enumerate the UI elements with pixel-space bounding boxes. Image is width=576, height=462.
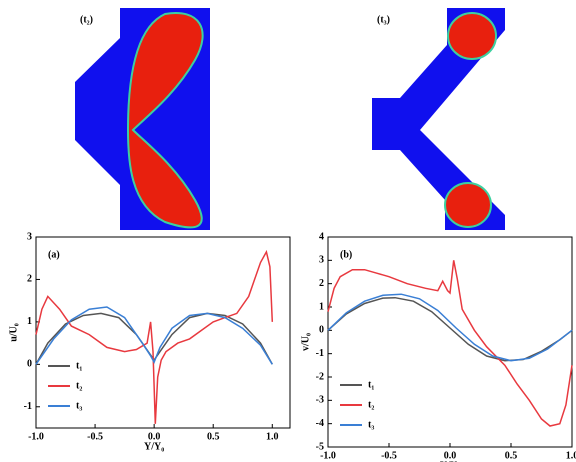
y-tick-label: 4 (319, 231, 324, 242)
legend-label: t₁ (368, 379, 374, 390)
data-line (327, 293, 573, 362)
y-tick-label: -1 (24, 401, 32, 412)
data-line (35, 306, 273, 365)
x-tick-label: -1.0 (28, 431, 44, 442)
droplet (447, 12, 497, 60)
y-axis-label: v/U₀ (300, 333, 311, 351)
y-tick-label: 3 (319, 255, 324, 266)
x-tick-label: -0.5 (381, 450, 397, 461)
y-tick-label: 2 (319, 278, 324, 289)
panel-label: (a) (48, 249, 60, 260)
x-tick-label: -0.5 (87, 431, 103, 442)
y-tick-label: 2 (27, 274, 32, 285)
simulation-t3: (t₃) (372, 8, 505, 230)
x-tick-label: 0.0 (148, 431, 161, 442)
y-tick-label: -1 (316, 348, 324, 359)
data-line (327, 296, 573, 362)
y-tick-label: -4 (316, 418, 324, 429)
x-axis-label: Y/Y₀ (440, 460, 460, 462)
y-tick-label: 3 (27, 231, 32, 242)
plot-frame (35, 236, 291, 429)
data-line (35, 249, 274, 424)
x-axis-label: Y/Y₀ (144, 441, 164, 452)
simulation-t2: (t₂) (75, 8, 210, 230)
y-axis-label: u/U₀ (8, 323, 19, 342)
legend-label: t₂ (76, 380, 82, 391)
droplet (126, 12, 204, 229)
data-line (35, 312, 273, 365)
y-tick-label: 0 (319, 325, 324, 336)
legend-label: t₂ (368, 399, 374, 410)
droplet (444, 182, 492, 228)
y-tick-label: -2 (316, 371, 324, 382)
x-tick-label: -1.0 (320, 450, 336, 461)
y-tick-label: -5 (316, 441, 324, 452)
panel-label: (t₃) (377, 14, 390, 25)
plot-frame (327, 236, 573, 448)
data-line (327, 260, 573, 427)
y-tick-label: -3 (316, 395, 324, 406)
legend-label: t₁ (76, 360, 82, 371)
panel-label: (b) (340, 249, 352, 260)
x-tick-label: 0.5 (505, 450, 518, 461)
x-tick-label: 1.0 (266, 431, 279, 442)
channel (372, 8, 505, 230)
y-tick-label: 0 (27, 359, 32, 370)
legend-label: t₃ (368, 419, 374, 430)
y-tick-label: 1 (319, 301, 324, 312)
panel-label: (t₂) (80, 14, 93, 25)
legend-label: t₃ (76, 400, 82, 411)
x-tick-label: 0.5 (207, 431, 220, 442)
x-tick-label: 1.0 (566, 450, 576, 461)
y-tick-label: 1 (27, 316, 32, 327)
x-tick-label: 0.0 (444, 450, 457, 461)
